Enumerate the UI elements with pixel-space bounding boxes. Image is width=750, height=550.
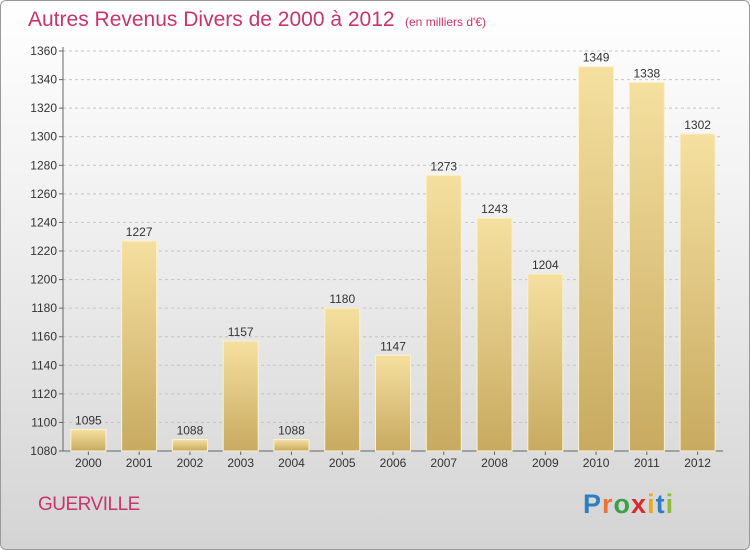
bar-value-label: 1088 [177, 424, 204, 438]
bars [70, 66, 716, 452]
logo-letter: x [631, 489, 648, 519]
bar-value-label: 1273 [430, 159, 457, 173]
city-name: GUERVILLE [38, 494, 140, 515]
bar-value-label: 1204 [532, 258, 559, 272]
y-tick-label: 1340 [30, 73, 57, 87]
bar-value-label: 1157 [228, 325, 254, 339]
logo-letter: t [655, 489, 666, 519]
bar [527, 273, 564, 452]
bar-value-label: 1243 [481, 202, 508, 216]
x-tick-label: 2000 [75, 456, 102, 470]
bar [273, 439, 310, 452]
x-tick-label: 2002 [177, 456, 204, 470]
y-tick-label: 1120 [31, 387, 57, 401]
y-tick-label: 1280 [30, 158, 57, 172]
bar [375, 354, 411, 452]
bar-value-label: 1302 [684, 118, 711, 132]
y-tick-label: 1300 [30, 130, 57, 144]
x-tick-label: 2012 [684, 456, 711, 470]
bar [121, 240, 158, 452]
x-tick-label: 2007 [430, 456, 457, 470]
y-tick-label: 1140 [31, 358, 57, 372]
bar [425, 174, 462, 452]
bar-value-label: 1349 [583, 51, 610, 65]
bar [171, 439, 208, 452]
x-tick-label: 2001 [126, 456, 153, 470]
y-tick-label: 1220 [30, 244, 57, 258]
x-tick-label: 2008 [481, 456, 508, 470]
y-tick-label: 1360 [30, 44, 57, 58]
y-tick-label: 1320 [30, 101, 57, 115]
logo-letter: i [665, 489, 675, 519]
x-tick-label: 2004 [278, 456, 305, 470]
y-tick-label: 1100 [31, 415, 57, 429]
bar [324, 307, 361, 452]
chart-title: Autres Revenus Divers de 2000 à 2012 (en… [28, 8, 486, 32]
chart-title-unit: (en milliers d'€) [405, 15, 486, 29]
x-tick-label: 2005 [329, 456, 356, 470]
proxiti-logo[interactable]: Proxiti [583, 489, 674, 520]
bar [476, 217, 513, 452]
bar [679, 133, 716, 452]
x-tick-label: 2006 [380, 456, 407, 470]
x-tick-label: 2010 [583, 456, 610, 470]
bar [70, 429, 107, 452]
logo-letter: i [647, 489, 656, 519]
y-tick-label: 1260 [30, 187, 57, 201]
logo-letter: o [613, 489, 632, 519]
bar-value-label: 1227 [126, 225, 153, 239]
bar-value-label: 1147 [380, 339, 406, 353]
bar-value-label: 1088 [278, 424, 305, 438]
bar [222, 340, 259, 452]
chart-title-main: Autres Revenus Divers de 2000 à 2012 [28, 8, 395, 31]
bar-value-label: 1180 [329, 292, 355, 306]
labels: 1080 1100 1120 1140 1160 1180 1200 1220 1240 1260… [30, 44, 711, 470]
bar-value-label: 1338 [633, 66, 660, 80]
x-tick-label: 2009 [532, 456, 559, 470]
bar [628, 81, 665, 452]
y-tick-label: 1200 [30, 273, 57, 287]
y-tick-label: 1080 [30, 444, 57, 458]
y-tick-label: 1240 [30, 215, 57, 229]
bar-chart: 1080 1100 1120 1140 1160 1180 1200 1220 1240 1260… [30, 44, 723, 470]
x-tick-label: 2003 [227, 456, 254, 470]
logo-letter: r [602, 489, 614, 519]
y-tick-label: 1160 [31, 330, 57, 344]
logo-letter: P [583, 489, 603, 519]
bar [578, 66, 615, 452]
bar-value-label: 1095 [75, 414, 102, 428]
x-tick-label: 2011 [634, 456, 660, 470]
y-tick-label: 1180 [31, 301, 57, 315]
